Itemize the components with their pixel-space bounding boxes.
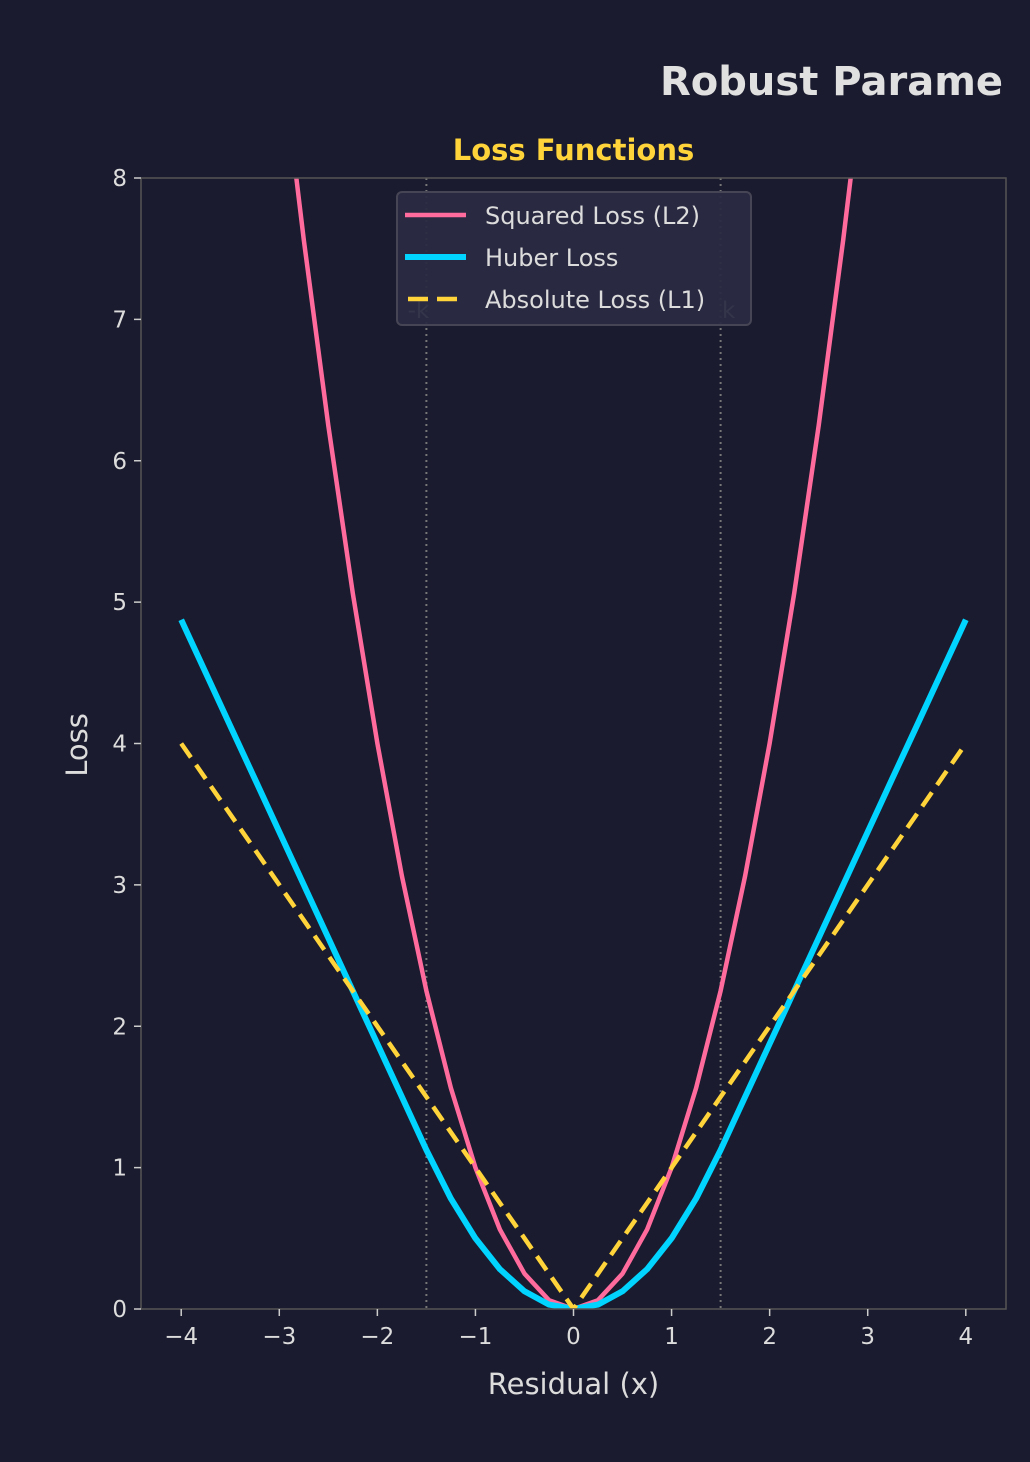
x-tick-label: 0 [566,1324,581,1350]
series-group [178,178,969,1309]
series-line-1 [294,178,853,1309]
y-tick-label: 3 [112,873,127,899]
y-axis-label: Loss [60,713,94,777]
legend-label: Absolute Loss (L1) [485,286,705,314]
legend-box [396,191,752,326]
x-tick-label: −1 [458,1324,492,1350]
x-tick-label: −3 [262,1324,296,1350]
x-tick-label: 3 [860,1324,875,1350]
y-tick-label: 0 [112,1297,127,1323]
series-line-3 [179,742,968,1309]
chart-title: Loss Functions [453,133,695,167]
x-tick-label: −4 [164,1324,198,1350]
legend-label: Huber Loss [485,244,618,272]
x-tick-label: −2 [360,1324,394,1350]
y-tick-label: 6 [112,449,127,475]
figure-suptitle: Robust Parame [660,59,1003,105]
x-tick-label: 4 [958,1324,973,1350]
y-tick-label: 2 [112,1014,127,1040]
x-tick-label: 1 [664,1324,679,1350]
y-tick-label: 4 [112,732,127,758]
y-tick-label: 1 [112,1156,127,1182]
y-tick-label: 5 [112,590,127,616]
legend: Squared Loss (L2) Huber Loss Absolute Loss… [396,191,752,326]
x-tick-label: 2 [762,1324,777,1350]
axis-ticks: −4 −3 −2 −1 0 1 2 3 4 0 1 2 3 4 5 6 7 8 [112,166,973,1350]
y-tick-label: 7 [112,307,127,333]
legend-label: Squared Loss (L2) [485,202,700,230]
x-axis-label: Residual (x) [488,1367,659,1401]
plot-frame [140,177,1007,1310]
series-line-2 [178,618,969,1309]
y-tick-label: 8 [112,166,127,192]
